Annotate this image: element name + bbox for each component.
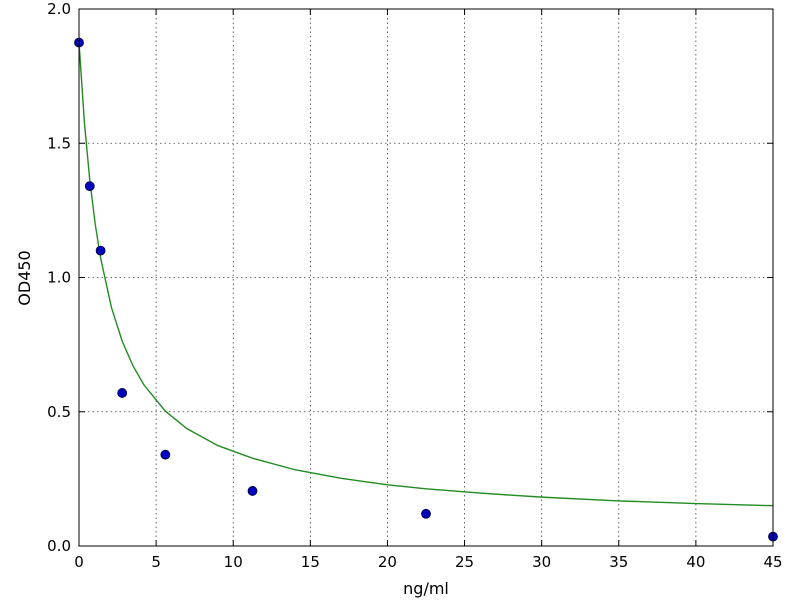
grid [79, 9, 773, 546]
data-points-layer [74, 37, 778, 542]
y-tick-label: 0.0 [47, 537, 71, 555]
y-tick-label: 0.5 [47, 403, 71, 421]
x-tick-label: 0 [74, 553, 84, 571]
data-point [117, 388, 128, 398]
x-tick-label: 20 [378, 553, 397, 571]
data-point [95, 245, 106, 256]
axis-ticks: 0 5 10 15 20 25 30 35 40 45 0.0 0.5 1.0 1.5 2.0 [47, 0, 782, 571]
y-tick-label: 2.0 [47, 0, 71, 18]
x-tick-label: 5 [151, 553, 161, 571]
x-tick-label: 40 [686, 553, 705, 571]
x-tick-label: 35 [609, 553, 628, 571]
x-tick-label: 15 [301, 553, 320, 571]
data-point [84, 181, 95, 192]
y-tick-label: 1.0 [47, 269, 71, 287]
x-tick-label: 10 [224, 553, 243, 571]
y-axis-label: OD450 [15, 250, 34, 305]
fit-curve-layer [78, 42, 774, 507]
y-tick-label: 1.5 [47, 134, 71, 152]
data-point [421, 508, 431, 519]
x-tick-label: 30 [532, 553, 551, 571]
data-point [160, 449, 171, 460]
fit-curve [78, 42, 774, 507]
data-point [247, 486, 258, 496]
x-tick-label: 25 [455, 553, 474, 571]
x-tick-label: 45 [763, 553, 782, 571]
x-axis-label: ng/ml [403, 579, 449, 598]
